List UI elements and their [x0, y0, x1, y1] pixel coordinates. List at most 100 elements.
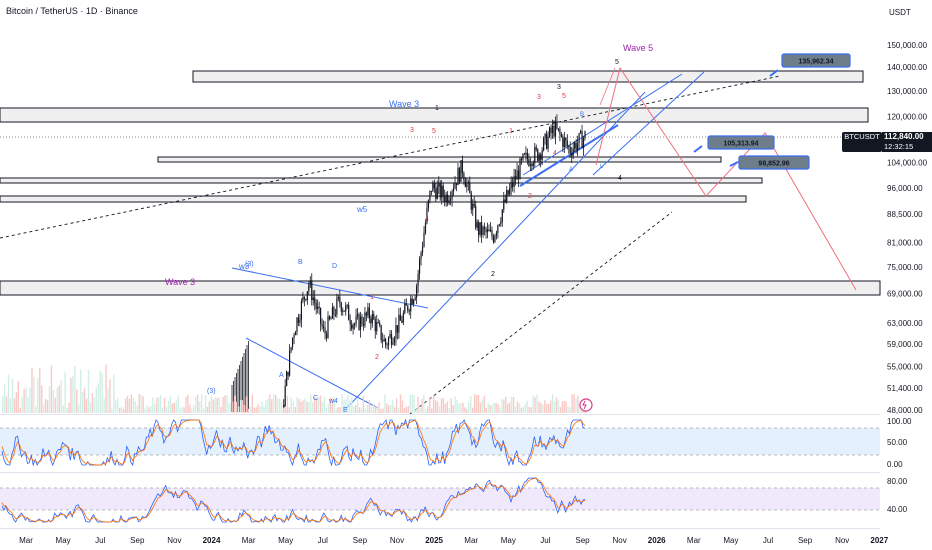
- candle-body: [578, 133, 580, 144]
- volume-bar: [464, 407, 466, 413]
- candle-body: [548, 127, 551, 137]
- price-axis[interactable]: 150,000.00 140,000.00 130,000.00 120,000.00…: [887, 41, 928, 415]
- volume-bar: [431, 408, 433, 413]
- volume-bar: [224, 395, 226, 413]
- time-tick: Sep: [130, 536, 145, 545]
- wave5-leg: [599, 67, 616, 106]
- target-badge-98[interactable]: 98,852.96: [738, 155, 810, 170]
- volume-bar: [325, 407, 328, 413]
- candle-body: [550, 127, 552, 134]
- candle-body: [531, 164, 533, 167]
- target-badge-105[interactable]: 105,313.94: [707, 135, 775, 150]
- candle-body: [517, 170, 520, 180]
- candle-body: [565, 138, 567, 141]
- volume-bar: [485, 408, 487, 413]
- candle-body: [385, 339, 387, 345]
- price-tick: 69,000.00: [887, 290, 923, 299]
- volume-bar: [417, 396, 419, 413]
- volume-bar: [374, 406, 376, 413]
- volume-bar: [337, 407, 339, 413]
- paren3-b: (3): [245, 261, 254, 268]
- target-badge-135[interactable]: 135,962.34: [781, 53, 851, 68]
- volume-bar: [405, 406, 408, 413]
- volume-bar: [255, 407, 257, 413]
- candle-body: [359, 316, 362, 330]
- candle-body: [311, 280, 313, 301]
- volume-bar: [72, 375, 74, 413]
- volume-bar: [288, 407, 291, 413]
- wave5-label: Wave 5: [623, 43, 653, 53]
- volume-bar: [353, 406, 355, 413]
- red-2b: 2: [528, 193, 532, 200]
- volume-bar: [493, 402, 495, 413]
- volume-bar: [130, 394, 133, 413]
- volume-bar: [15, 392, 18, 413]
- candle-body: [416, 285, 418, 298]
- volume-bar: [105, 364, 107, 413]
- candle-body: [390, 333, 393, 345]
- time-tick: 2027: [870, 536, 888, 545]
- volume-bar: [161, 407, 164, 413]
- zone-104k: [157, 156, 722, 163]
- candle-body: [368, 307, 370, 319]
- time-tick: 2025: [425, 536, 443, 545]
- volume-bar: [120, 406, 123, 413]
- num-3: 3: [557, 84, 561, 91]
- red-5: 5: [432, 128, 436, 135]
- blue-L: L: [600, 164, 604, 170]
- candle-body: [475, 206, 477, 228]
- candle-body: [547, 136, 549, 149]
- volume-bar: [510, 396, 513, 413]
- volume-bar: [292, 401, 294, 413]
- event-icon[interactable]: [579, 398, 593, 412]
- stoch-tick: 80.00: [887, 477, 908, 486]
- volume-bar: [522, 406, 525, 413]
- volume-bar: [386, 403, 388, 413]
- osc-line-slow: [1, 477, 586, 523]
- volume-bar: [349, 400, 351, 413]
- volume-bar: [509, 402, 511, 413]
- candle-body: [426, 208, 428, 223]
- candle-body: [283, 404, 285, 408]
- volume-bar: [208, 401, 211, 413]
- volume-bar: [372, 404, 374, 413]
- volume-bar: [284, 406, 287, 413]
- candle-body: [436, 186, 438, 199]
- currency-label[interactable]: USDT: [889, 8, 911, 17]
- candle-body: [451, 191, 453, 200]
- candle-body: [577, 143, 579, 151]
- candle-body: [413, 299, 415, 305]
- volume-bar: [553, 401, 556, 413]
- num-4: 4: [618, 175, 622, 182]
- volume-bar: [434, 400, 437, 413]
- volume-bar: [171, 403, 174, 413]
- volume-bar: [206, 406, 209, 413]
- volume-bar: [415, 408, 417, 413]
- volume-bar: [345, 399, 347, 413]
- volume-bar: [507, 403, 509, 413]
- candle-body: [420, 252, 422, 260]
- volume-bar: [444, 403, 447, 413]
- volume-bar: [470, 396, 472, 413]
- volume-bar: [534, 397, 536, 413]
- candle-body: [472, 203, 474, 210]
- volume-bar: [319, 395, 322, 413]
- volume-bar: [150, 406, 152, 413]
- volume-bar: [530, 407, 532, 413]
- volume-bar: [142, 396, 144, 413]
- volume-bar: [76, 389, 78, 413]
- volume-bar: [323, 397, 326, 413]
- time-axis[interactable]: Mar May Jul Sep Nov 2024 Mar May Jul Sep Nov 2025 Ma…: [19, 536, 889, 545]
- volume-bar: [551, 394, 554, 413]
- volume-bar: [368, 400, 370, 413]
- time-tick: Jul: [318, 536, 328, 545]
- zone-120k: [0, 107, 869, 123]
- volume-bar: [9, 398, 12, 413]
- time-tick: Sep: [575, 536, 590, 545]
- volume-bar: [5, 396, 8, 413]
- volume-bar: [571, 394, 573, 413]
- volume-bar: [39, 367, 41, 413]
- volume-bar: [273, 394, 275, 413]
- candle-body: [491, 229, 493, 237]
